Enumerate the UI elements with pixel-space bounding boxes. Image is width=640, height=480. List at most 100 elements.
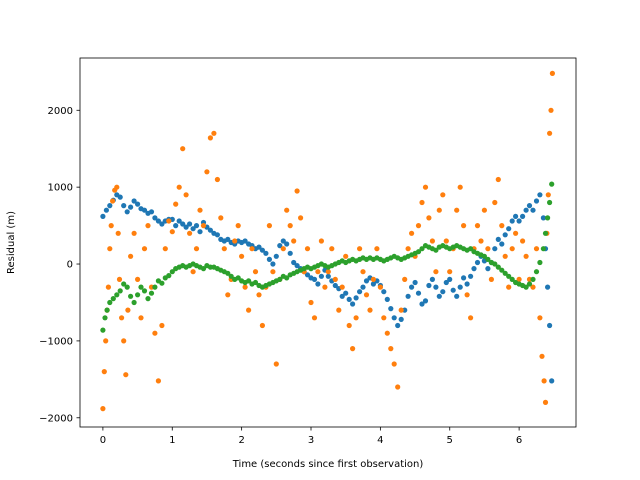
series-1-point-49 — [270, 261, 276, 267]
series-2-point-49 — [242, 284, 248, 290]
series-1-point-103 — [457, 284, 463, 290]
series-2-point-89 — [381, 315, 387, 321]
series-2-point-25 — [159, 322, 165, 329]
series-2-point-117 — [478, 238, 484, 244]
series-1-point-70 — [343, 290, 349, 296]
series-3-point-131 — [547, 199, 553, 206]
series-2-point-134 — [537, 315, 543, 321]
series-1-point-98 — [440, 289, 446, 295]
series-2-point-142 — [549, 70, 556, 76]
series-1-point-63 — [318, 273, 324, 279]
series-1-point-0 — [100, 213, 106, 219]
series-3-point-20 — [166, 273, 172, 279]
series-2-point-1 — [101, 369, 107, 375]
series-2-point-11 — [116, 276, 123, 282]
series-1-point-7 — [124, 209, 130, 215]
series-2-point-32 — [183, 192, 189, 198]
series-2-point-73 — [325, 269, 331, 275]
series-2-point-10 — [115, 230, 121, 236]
series-2-point-4 — [105, 284, 111, 290]
series-1-point-36 — [225, 236, 231, 242]
series-2-point-93 — [395, 384, 401, 390]
series-3-point-129 — [542, 230, 549, 236]
series-3-point-117 — [502, 270, 508, 276]
series-2-point-69 — [311, 315, 318, 321]
series-2-point-50 — [246, 307, 252, 313]
series-2-point-60 — [280, 246, 286, 252]
series-2-point-6 — [108, 223, 114, 229]
series-2-point-79 — [346, 322, 352, 329]
series-1-point-119 — [513, 213, 519, 219]
series-1-point-120 — [516, 218, 522, 224]
series-1-point-99 — [443, 279, 449, 286]
series-1-point-76 — [363, 278, 370, 284]
series-3-point-52 — [277, 276, 283, 282]
series-3-point-0 — [100, 327, 106, 333]
series-2-point-129 — [520, 238, 526, 244]
series-1-point-56 — [294, 263, 300, 269]
series-1-point-104 — [461, 275, 467, 281]
series-1-point-14 — [148, 209, 155, 215]
series-2-point-24 — [155, 378, 161, 384]
series-3-point-116 — [499, 267, 505, 273]
series-2-point-21 — [145, 223, 151, 229]
series-1-point-2 — [107, 203, 113, 209]
series-1-point-59 — [304, 272, 311, 278]
series-1-point-122 — [523, 207, 529, 213]
series-2-point-33 — [187, 230, 193, 236]
series-2-point-44 — [225, 292, 231, 298]
series-1-point-81 — [381, 289, 387, 295]
series-2-point-0 — [100, 406, 106, 412]
series-3-point-126 — [533, 269, 540, 275]
series-1-point-45 — [256, 244, 262, 250]
series-3-point-128 — [540, 246, 547, 252]
series-2-point-20 — [141, 246, 148, 252]
series-2-point-53 — [256, 292, 262, 298]
series-3-point-21 — [169, 269, 175, 275]
series-3-point-37 — [225, 270, 231, 276]
series-2-point-61 — [284, 207, 290, 213]
series-1-point-93 — [422, 298, 429, 304]
series-1-point-73 — [353, 295, 359, 301]
series-1-point-51 — [277, 243, 283, 249]
series-3-point-3 — [107, 299, 113, 306]
series-1-point-54 — [287, 250, 293, 256]
series-2-point-23 — [152, 330, 158, 336]
series-2-point-64 — [294, 188, 300, 194]
series-1-point-117 — [506, 226, 512, 232]
series-2-point-46 — [232, 238, 238, 244]
series-1-point-6 — [121, 203, 127, 209]
series-2-point-34 — [190, 269, 196, 275]
series-1-point-33 — [214, 232, 220, 238]
series-3-point-9 — [128, 293, 134, 299]
series-1-point-83 — [388, 306, 394, 312]
series-3-point-11 — [135, 292, 141, 298]
series-2-point-76 — [336, 307, 342, 313]
series-2-point-112 — [461, 223, 467, 229]
series-1-point-118 — [509, 218, 515, 224]
series-1-point-55 — [291, 259, 297, 266]
series-3-point-18 — [159, 280, 165, 286]
series-1-point-47 — [263, 250, 269, 256]
series-1-point-102 — [454, 293, 460, 299]
series-2-point-80 — [350, 346, 356, 352]
x-tick-label: 1 — [169, 435, 175, 446]
series-2-point-120 — [488, 276, 494, 282]
series-2-point-52 — [252, 269, 259, 275]
series-3-point-45 — [252, 279, 259, 286]
series-2-point-122 — [495, 176, 501, 183]
series-2-point-35 — [193, 246, 200, 252]
series-2-point-81 — [353, 315, 359, 321]
series-2-point-87 — [374, 246, 380, 252]
series-2-point-37 — [200, 223, 207, 229]
series-2-point-57 — [270, 269, 276, 275]
series-2-point-113 — [464, 292, 470, 298]
series-1-point-94 — [426, 282, 432, 289]
series-2-point-94 — [398, 307, 404, 313]
series-3-point-125 — [530, 276, 536, 282]
y-axis-title: Residual (m) — [6, 211, 17, 274]
y-tick-label: 1000 — [48, 183, 73, 194]
series-2-point-118 — [481, 207, 487, 213]
series-1-point-69 — [339, 293, 345, 299]
x-axis-ticks: 0 1 2 3 4 5 6 — [100, 427, 522, 446]
